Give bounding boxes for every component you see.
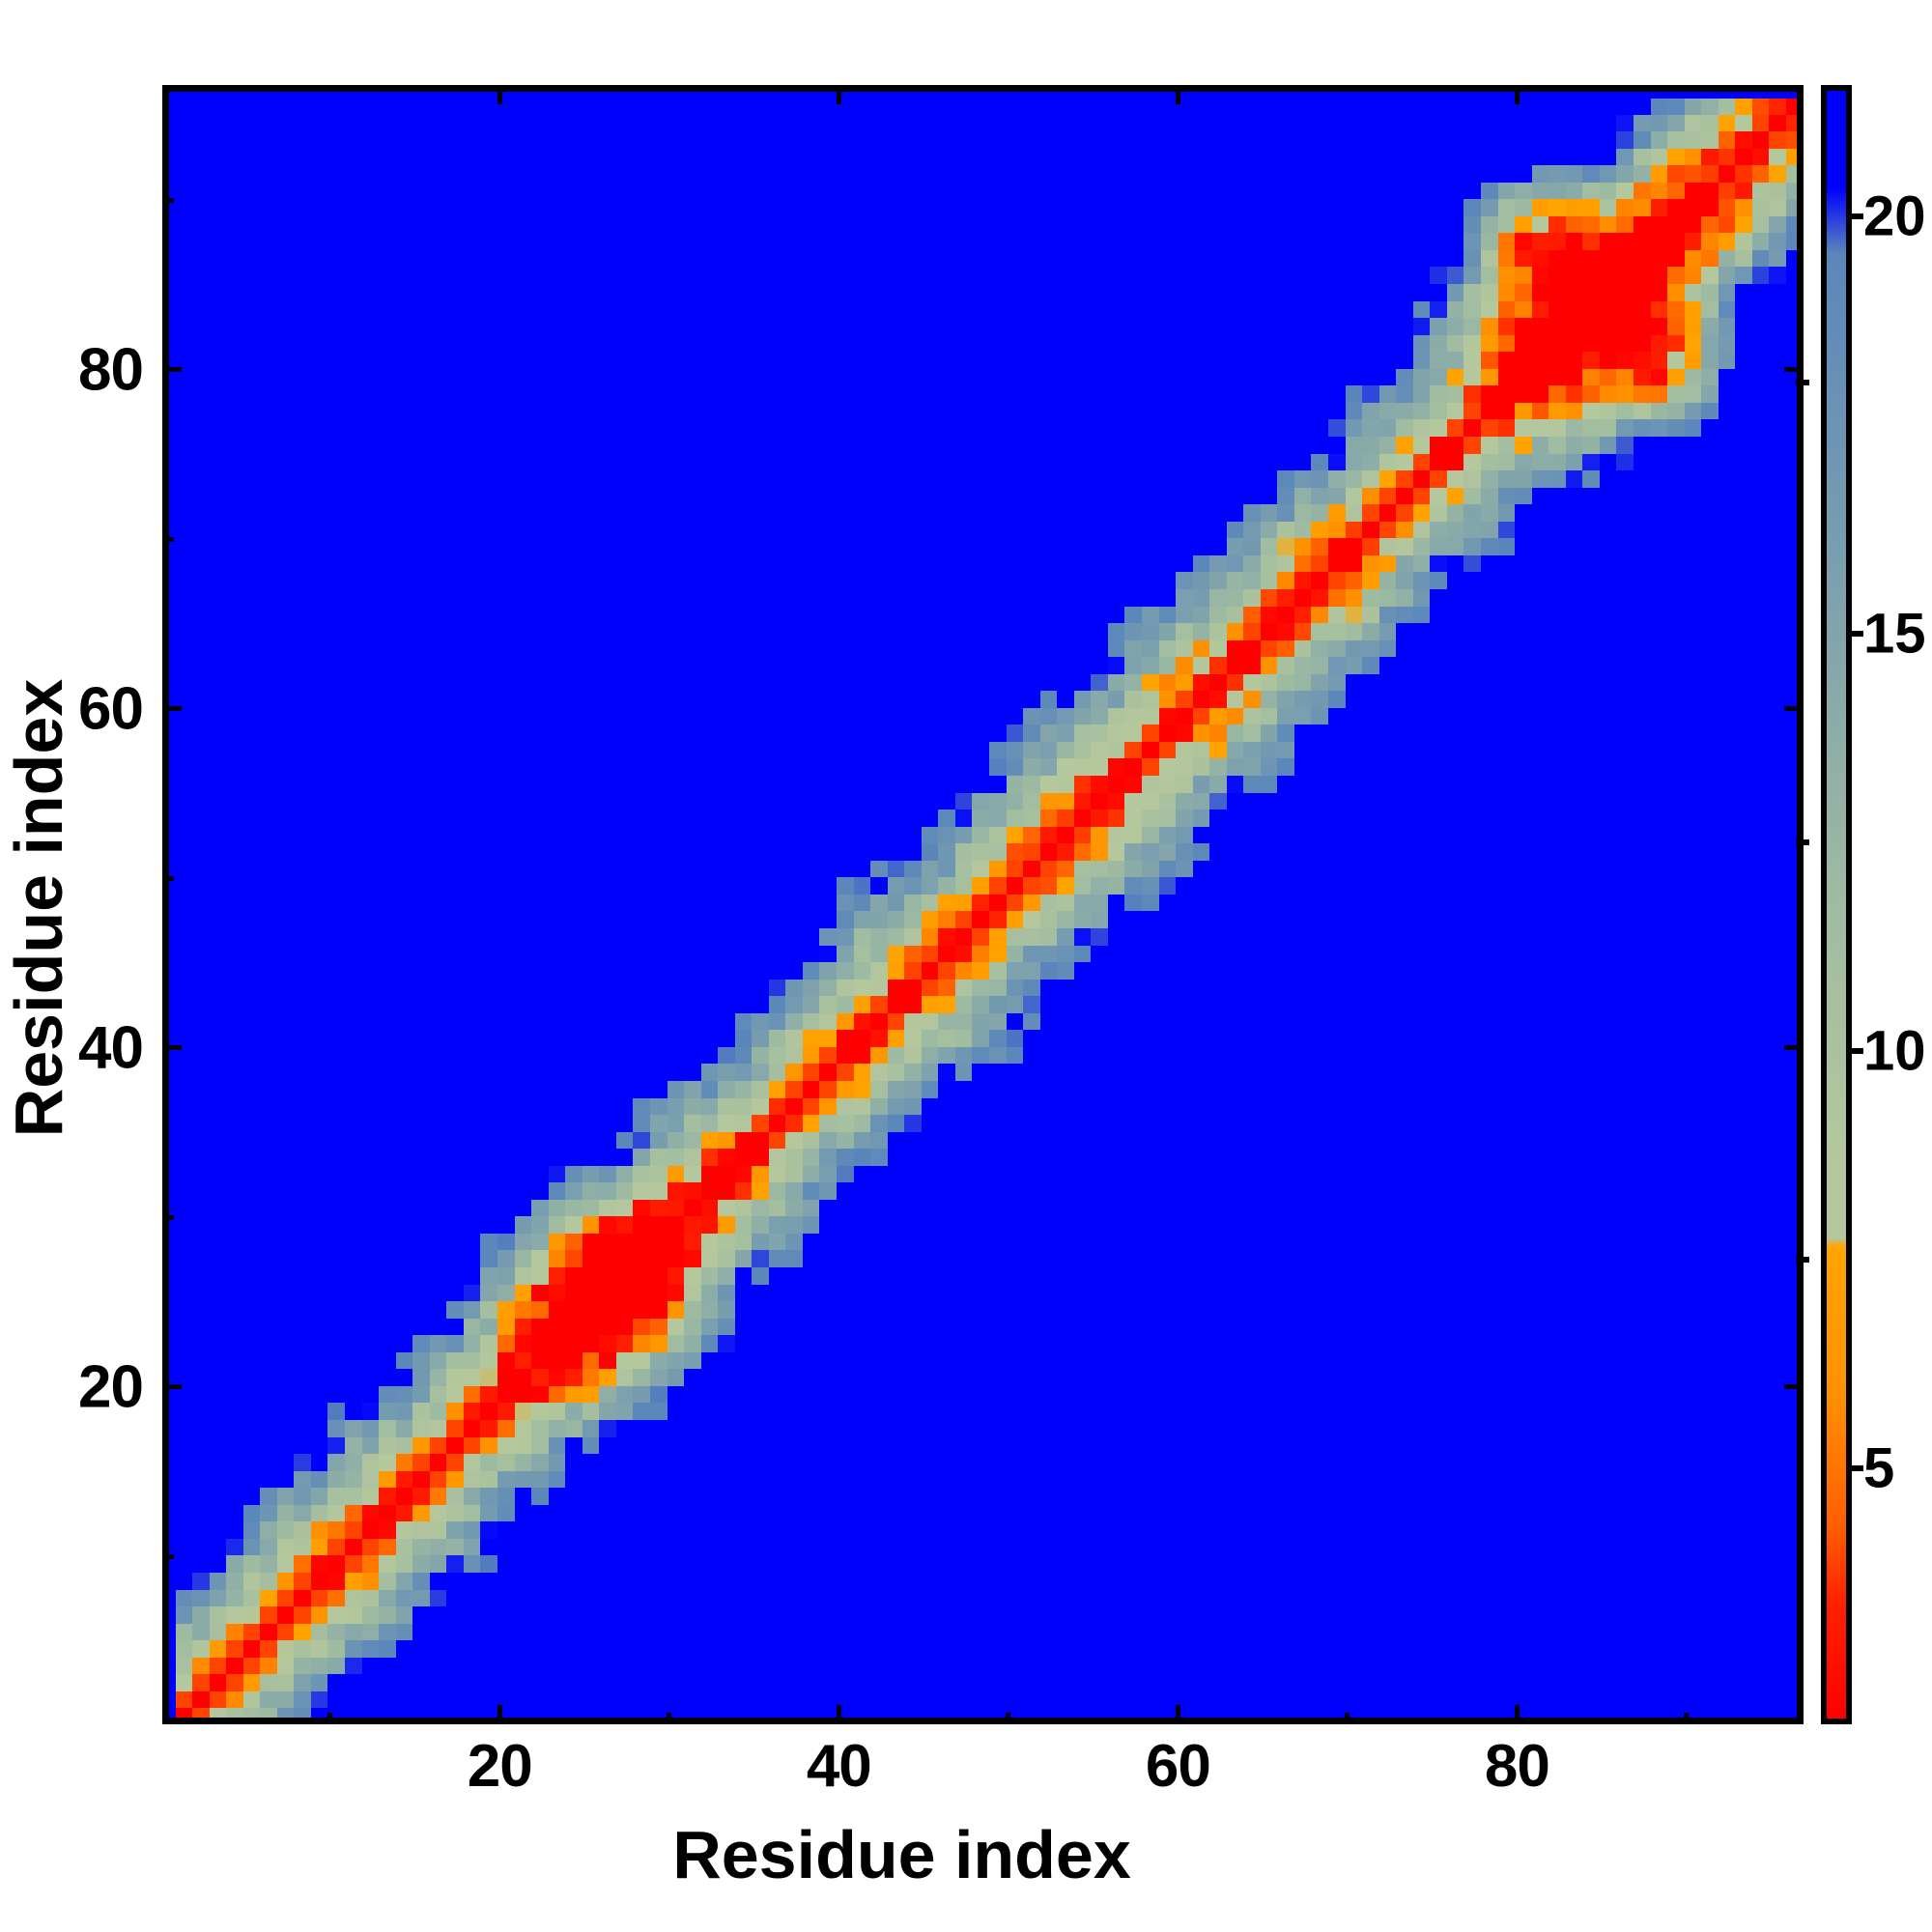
- x-axis-tick: [1514, 1705, 1520, 1724]
- x-axis-tick-top: [836, 85, 841, 104]
- heatmap-plot-area: [162, 85, 1804, 1724]
- colorbar-tick: [1850, 630, 1863, 637]
- x-axis-tick-label: 20: [467, 1733, 533, 1800]
- colorbar-minor-tick: [1796, 1256, 1809, 1263]
- x-axis-tick: [836, 1705, 841, 1724]
- y-axis-tick-label: 60: [78, 675, 144, 743]
- y-axis-minor-tick: [162, 875, 174, 881]
- y-axis-minor-tick: [162, 1214, 174, 1220]
- x-axis-tick-top: [497, 85, 502, 104]
- y-axis-tick: [162, 367, 182, 373]
- x-axis-tick: [1175, 1705, 1180, 1724]
- y-axis-tick-right: [1784, 1384, 1804, 1390]
- heatmap-canvas: [176, 99, 1797, 1718]
- y-axis-minor-tick: [162, 197, 174, 203]
- colorbar-tick-label: 10: [1863, 1019, 1926, 1083]
- colorbar-tick: [1850, 213, 1863, 219]
- x-axis-minor-tick: [1684, 1713, 1690, 1724]
- x-axis-title: Residue index: [672, 1817, 1131, 1892]
- y-axis-minor-tick: [162, 536, 174, 542]
- x-axis-tick-label: 80: [1484, 1733, 1550, 1800]
- y-axis-tick: [162, 706, 182, 712]
- x-axis-minor-tick: [1006, 1713, 1011, 1724]
- y-axis-tick-label: 80: [78, 336, 144, 404]
- x-axis-tick-label: 40: [806, 1733, 872, 1800]
- colorbar-tick-label: 15: [1863, 602, 1926, 666]
- y-axis-tick-label: 40: [78, 1014, 144, 1082]
- colorbar-gradient: [1827, 91, 1846, 1719]
- x-axis-minor-tick: [327, 1713, 333, 1724]
- x-axis-tick-top: [1514, 85, 1520, 104]
- colorbar-tick-label: 5: [1863, 1436, 1895, 1500]
- colorbar-minor-tick: [1796, 838, 1809, 845]
- colorbar-tick: [1850, 1464, 1863, 1471]
- x-axis-tick-label: 60: [1145, 1733, 1211, 1800]
- y-axis-title: Residue index: [1, 678, 76, 1138]
- y-axis-tick-right: [1784, 367, 1804, 373]
- y-axis-minor-tick: [162, 1553, 174, 1559]
- x-axis-minor-tick: [667, 1713, 672, 1724]
- y-axis-tick-right: [1784, 1045, 1804, 1051]
- y-axis-tick: [162, 1384, 182, 1390]
- y-axis-tick-label: 20: [78, 1353, 144, 1421]
- y-axis-tick-right: [1784, 706, 1804, 712]
- colorbar: [1821, 85, 1852, 1724]
- colorbar-tick-label: 20: [1863, 185, 1926, 248]
- x-axis-minor-tick: [1345, 1713, 1350, 1724]
- y-axis-tick: [162, 1045, 182, 1051]
- colorbar-tick: [1850, 1047, 1863, 1054]
- colorbar-minor-tick: [1796, 380, 1809, 386]
- x-axis-tick-top: [1175, 85, 1180, 104]
- x-axis-tick: [497, 1705, 502, 1724]
